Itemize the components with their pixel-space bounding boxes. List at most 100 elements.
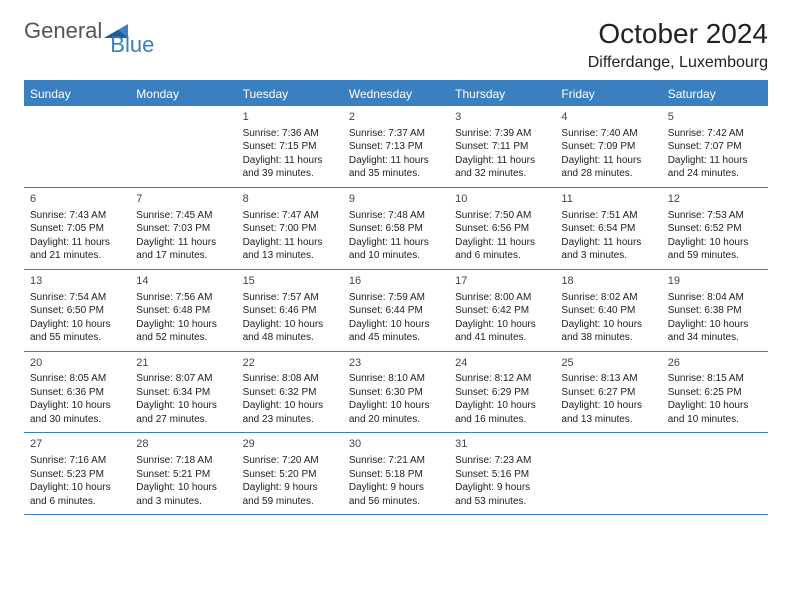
day-sunset: Sunset: 6:40 PM <box>561 304 655 318</box>
day-sunrise: Sunrise: 7:43 AM <box>30 209 124 223</box>
day-sunset: Sunset: 7:13 PM <box>349 140 443 154</box>
day-sunrise: Sunrise: 8:07 AM <box>136 372 230 386</box>
day-sunset: Sunset: 7:15 PM <box>243 140 337 154</box>
day-cell: 4Sunrise: 7:40 AMSunset: 7:09 PMDaylight… <box>555 106 661 187</box>
day-number: 2 <box>349 110 443 125</box>
day-daylight1: Daylight: 11 hours <box>561 154 655 168</box>
location: Differdange, Luxembourg <box>588 54 768 72</box>
day-daylight1: Daylight: 10 hours <box>349 318 443 332</box>
day-number: 21 <box>136 356 230 371</box>
day-cell: 25Sunrise: 8:13 AMSunset: 6:27 PMDayligh… <box>555 352 661 433</box>
day-daylight1: Daylight: 10 hours <box>455 318 549 332</box>
day-daylight2: and 34 minutes. <box>668 331 762 345</box>
day-daylight1: Daylight: 10 hours <box>30 399 124 413</box>
day-sunrise: Sunrise: 7:54 AM <box>30 291 124 305</box>
day-cell: 20Sunrise: 8:05 AMSunset: 6:36 PMDayligh… <box>24 352 130 433</box>
day-cell <box>662 433 768 514</box>
day-sunrise: Sunrise: 7:59 AM <box>349 291 443 305</box>
day-cell: 21Sunrise: 8:07 AMSunset: 6:34 PMDayligh… <box>130 352 236 433</box>
day-sunset: Sunset: 6:42 PM <box>455 304 549 318</box>
day-sunset: Sunset: 5:16 PM <box>455 468 549 482</box>
day-sunrise: Sunrise: 7:16 AM <box>30 454 124 468</box>
day-header-cell: Saturday <box>662 82 768 106</box>
month-title: October 2024 <box>588 18 768 50</box>
day-daylight2: and 13 minutes. <box>243 249 337 263</box>
day-sunset: Sunset: 6:58 PM <box>349 222 443 236</box>
calendar: SundayMondayTuesdayWednesdayThursdayFrid… <box>24 80 768 515</box>
day-daylight2: and 39 minutes. <box>243 167 337 181</box>
day-daylight1: Daylight: 11 hours <box>243 236 337 250</box>
day-cell: 6Sunrise: 7:43 AMSunset: 7:05 PMDaylight… <box>24 188 130 269</box>
logo-text-blue: Blue <box>110 32 154 58</box>
day-cell: 5Sunrise: 7:42 AMSunset: 7:07 PMDaylight… <box>662 106 768 187</box>
day-sunset: Sunset: 6:52 PM <box>668 222 762 236</box>
day-number: 28 <box>136 437 230 452</box>
day-sunset: Sunset: 6:34 PM <box>136 386 230 400</box>
day-sunrise: Sunrise: 8:15 AM <box>668 372 762 386</box>
day-daylight1: Daylight: 11 hours <box>668 154 762 168</box>
day-sunrise: Sunrise: 7:57 AM <box>243 291 337 305</box>
day-header-cell: Monday <box>130 82 236 106</box>
day-daylight1: Daylight: 11 hours <box>349 236 443 250</box>
day-daylight1: Daylight: 9 hours <box>349 481 443 495</box>
day-daylight1: Daylight: 11 hours <box>455 236 549 250</box>
day-number: 7 <box>136 192 230 207</box>
day-number: 20 <box>30 356 124 371</box>
day-sunset: Sunset: 6:44 PM <box>349 304 443 318</box>
day-sunset: Sunset: 6:32 PM <box>243 386 337 400</box>
day-daylight1: Daylight: 11 hours <box>561 236 655 250</box>
day-daylight2: and 20 minutes. <box>349 413 443 427</box>
day-number: 4 <box>561 110 655 125</box>
day-sunrise: Sunrise: 7:53 AM <box>668 209 762 223</box>
day-number: 26 <box>668 356 762 371</box>
day-daylight1: Daylight: 10 hours <box>561 318 655 332</box>
logo-text-general: General <box>24 18 102 44</box>
day-cell: 18Sunrise: 8:02 AMSunset: 6:40 PMDayligh… <box>555 270 661 351</box>
day-sunset: Sunset: 6:38 PM <box>668 304 762 318</box>
day-sunset: Sunset: 6:56 PM <box>455 222 549 236</box>
day-sunrise: Sunrise: 8:10 AM <box>349 372 443 386</box>
day-number: 8 <box>243 192 337 207</box>
day-daylight2: and 38 minutes. <box>561 331 655 345</box>
day-header-cell: Sunday <box>24 82 130 106</box>
day-number: 29 <box>243 437 337 452</box>
day-number: 24 <box>455 356 549 371</box>
day-sunrise: Sunrise: 8:00 AM <box>455 291 549 305</box>
week-row: 13Sunrise: 7:54 AMSunset: 6:50 PMDayligh… <box>24 270 768 352</box>
day-number: 6 <box>30 192 124 207</box>
day-sunset: Sunset: 7:11 PM <box>455 140 549 154</box>
day-daylight1: Daylight: 10 hours <box>668 236 762 250</box>
day-daylight2: and 21 minutes. <box>30 249 124 263</box>
day-daylight2: and 17 minutes. <box>136 249 230 263</box>
day-daylight2: and 10 minutes. <box>668 413 762 427</box>
day-header-row: SundayMondayTuesdayWednesdayThursdayFrid… <box>24 82 768 106</box>
day-daylight2: and 59 minutes. <box>668 249 762 263</box>
day-daylight1: Daylight: 11 hours <box>30 236 124 250</box>
day-number: 5 <box>668 110 762 125</box>
day-daylight2: and 23 minutes. <box>243 413 337 427</box>
day-sunset: Sunset: 6:50 PM <box>30 304 124 318</box>
day-cell: 8Sunrise: 7:47 AMSunset: 7:00 PMDaylight… <box>237 188 343 269</box>
day-cell: 10Sunrise: 7:50 AMSunset: 6:56 PMDayligh… <box>449 188 555 269</box>
day-cell: 15Sunrise: 7:57 AMSunset: 6:46 PMDayligh… <box>237 270 343 351</box>
day-sunrise: Sunrise: 7:36 AM <box>243 127 337 141</box>
day-daylight1: Daylight: 10 hours <box>136 399 230 413</box>
day-sunrise: Sunrise: 8:05 AM <box>30 372 124 386</box>
day-number: 13 <box>30 274 124 289</box>
day-number: 9 <box>349 192 443 207</box>
day-sunset: Sunset: 5:21 PM <box>136 468 230 482</box>
day-daylight1: Daylight: 10 hours <box>30 481 124 495</box>
day-number: 31 <box>455 437 549 452</box>
day-daylight1: Daylight: 10 hours <box>30 318 124 332</box>
day-cell: 29Sunrise: 7:20 AMSunset: 5:20 PMDayligh… <box>237 433 343 514</box>
day-sunset: Sunset: 6:54 PM <box>561 222 655 236</box>
week-row: 20Sunrise: 8:05 AMSunset: 6:36 PMDayligh… <box>24 352 768 434</box>
day-daylight2: and 32 minutes. <box>455 167 549 181</box>
day-daylight1: Daylight: 9 hours <box>243 481 337 495</box>
day-daylight1: Daylight: 10 hours <box>455 399 549 413</box>
day-sunrise: Sunrise: 7:56 AM <box>136 291 230 305</box>
day-number: 10 <box>455 192 549 207</box>
day-number: 19 <box>668 274 762 289</box>
day-daylight1: Daylight: 9 hours <box>455 481 549 495</box>
day-number: 11 <box>561 192 655 207</box>
